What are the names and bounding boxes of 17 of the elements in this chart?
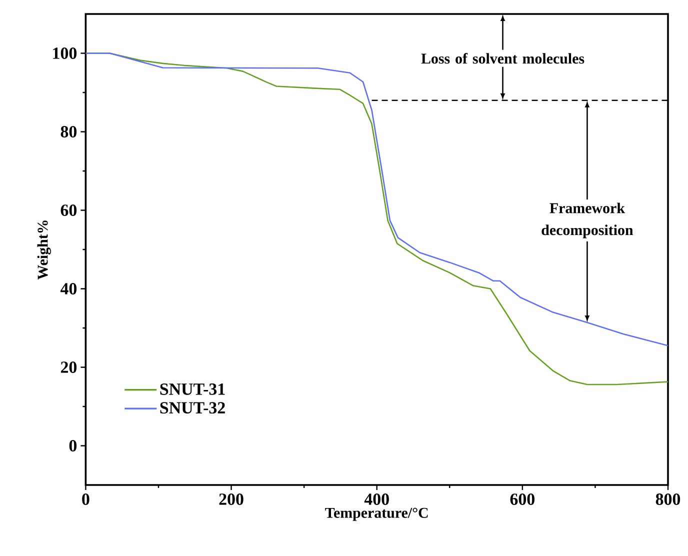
annotation: Loss of solvent molecules — [421, 53, 584, 64]
y-tick-label: 0 — [69, 440, 77, 452]
x-tick-label: 800 — [656, 494, 680, 505]
y-tick-label: 100 — [53, 48, 77, 59]
y-tick-label: 20 — [60, 362, 77, 373]
y-axis-title: Weight% — [37, 220, 51, 280]
x-tick-label: 400 — [364, 494, 389, 505]
annotation: Framework decomposition — [542, 202, 634, 238]
legend-label: SNUT-32 — [160, 402, 225, 414]
y-tick-label: 60 — [60, 204, 77, 216]
x-axis-title: Temperature/°C — [325, 508, 428, 521]
legend-label: SNUT-31 — [160, 383, 225, 395]
y-tick-label: 40 — [60, 283, 77, 294]
x-tick-label: 600 — [510, 494, 534, 505]
y-tick-label: 80 — [60, 126, 77, 138]
x-tick-label: 0 — [82, 494, 90, 505]
x-tick-label: 200 — [219, 494, 244, 505]
